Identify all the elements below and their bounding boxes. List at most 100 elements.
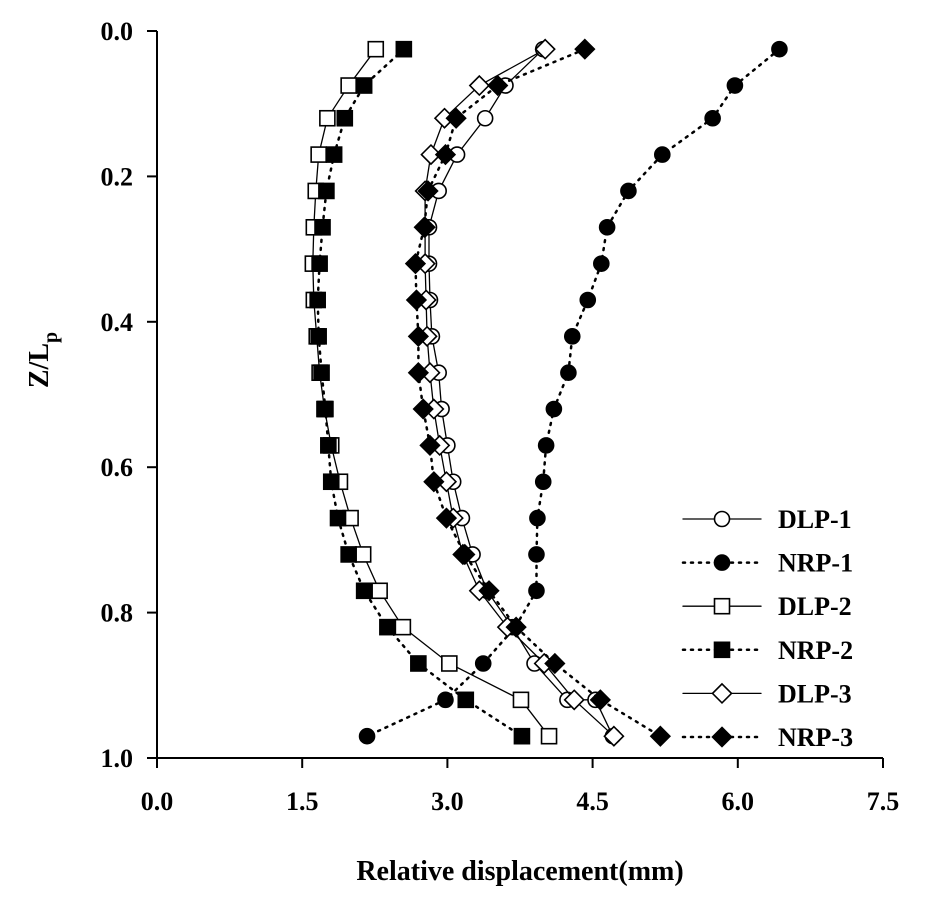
data-point: [603, 725, 625, 747]
data-point: [513, 727, 531, 745]
legend-item-nrp-1: NRP-1: [681, 549, 853, 578]
data-point: [404, 253, 427, 275]
data-point: [560, 364, 577, 381]
legend-item-dlp-3: DLP-3: [682, 679, 852, 708]
data-point: [512, 691, 530, 709]
legend-label: DLP-1: [778, 505, 852, 534]
data-point: [468, 74, 490, 97]
data-point: [534, 38, 556, 60]
legend-marker: [713, 510, 731, 528]
axes: 0.0 1.5 3.0 4.5 6.0 7.5 0.0 0.2 0.4 0.6 0.8 1.0: [101, 17, 900, 816]
data-point: [419, 434, 441, 457]
data-point: [310, 146, 327, 163]
data-point: [313, 364, 330, 381]
data-point: [620, 182, 637, 200]
data-point: [358, 727, 376, 745]
data-point: [320, 437, 337, 454]
x-tick-label: 7.5: [867, 787, 900, 816]
data-point: [317, 400, 334, 418]
data-point: [704, 109, 721, 127]
legend-item-nrp-3: NRP-3: [681, 723, 853, 752]
series-line: [316, 47, 524, 738]
series-nrp-2: [309, 40, 531, 745]
data-point: [354, 546, 372, 563]
y-axis-title-subscript: p: [40, 332, 62, 343]
data-point: [367, 40, 385, 58]
data-point: [726, 77, 744, 94]
data-point: [336, 109, 354, 127]
data-point: [454, 543, 476, 566]
data-point: [544, 652, 566, 675]
data-point: [579, 291, 597, 309]
data-point: [319, 109, 336, 127]
data-point: [528, 546, 545, 563]
series-layer: [304, 38, 788, 747]
data-point: [476, 109, 494, 127]
data-point: [395, 40, 413, 58]
data-point: [478, 580, 500, 602]
data-point: [529, 509, 546, 527]
data-point: [457, 691, 475, 709]
x-tick-label: 6.0: [722, 787, 755, 816]
y-axis-title: Z/Lp: [24, 332, 62, 388]
data-point: [417, 180, 439, 202]
data-point: [474, 655, 492, 672]
data-point: [309, 291, 326, 309]
data-point: [574, 38, 596, 60]
data-point: [423, 471, 445, 493]
data-point: [371, 582, 388, 600]
data-point: [329, 509, 347, 527]
data-point: [340, 77, 357, 94]
legend: DLP-1 NRP-1 DLP-2 NRP-2 DLP-3 NRP-3: [681, 505, 853, 752]
data-point: [325, 146, 343, 163]
data-point: [653, 146, 671, 163]
data-point: [405, 289, 428, 311]
series-dlp-1: [420, 40, 622, 745]
data-point: [528, 582, 545, 600]
data-point: [537, 437, 555, 454]
x-tick-label: 1.5: [286, 787, 319, 816]
data-point: [412, 398, 434, 420]
data-point: [771, 40, 788, 58]
series-nrp-1: [358, 40, 788, 745]
x-tick-label: 3.0: [431, 787, 464, 816]
data-point: [545, 400, 563, 418]
data-point: [540, 727, 558, 745]
legend-marker: [711, 682, 733, 705]
legend-label: NRP-3: [778, 723, 853, 752]
data-point: [407, 325, 429, 347]
x-tick-label: 4.5: [576, 787, 609, 816]
data-point: [593, 255, 610, 272]
data-point: [589, 689, 611, 711]
data-point: [394, 618, 412, 636]
y-tick-label: 0.0: [101, 17, 134, 46]
legend-marker: [713, 554, 731, 571]
data-point: [379, 618, 396, 636]
y-tick-label: 0.8: [101, 599, 134, 628]
legend-label: NRP-1: [778, 549, 853, 578]
legend-label: DLP-2: [778, 592, 852, 621]
x-tick-label: 0.0: [141, 787, 174, 816]
y-tick-label: 0.4: [101, 308, 134, 337]
data-point: [487, 74, 509, 97]
data-point: [318, 182, 335, 200]
y-tick-label: 0.6: [101, 453, 134, 482]
data-point: [340, 546, 357, 563]
legend-item-dlp-2: DLP-2: [682, 592, 852, 621]
data-point: [649, 725, 671, 747]
series-nrp-3: [404, 38, 671, 747]
x-axis-title: Relative displacement(mm): [356, 856, 683, 887]
legend-item-nrp-2: NRP-2: [681, 636, 853, 665]
data-point: [355, 77, 373, 94]
legend-marker: [713, 641, 731, 659]
data-point: [437, 691, 454, 709]
data-point: [534, 473, 552, 491]
data-point: [598, 218, 616, 236]
data-point: [563, 328, 581, 345]
legend-label: NRP-2: [778, 636, 853, 665]
legend-marker: [711, 726, 733, 748]
legend-marker: [713, 597, 731, 615]
data-point: [434, 143, 457, 166]
data-point: [413, 216, 435, 238]
